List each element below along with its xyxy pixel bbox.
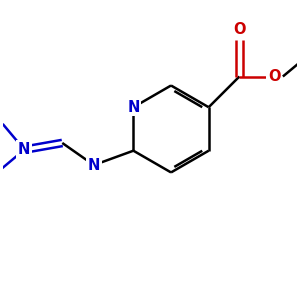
Text: N: N	[127, 100, 140, 115]
Text: O: O	[233, 22, 246, 37]
Text: N: N	[18, 142, 31, 157]
Text: N: N	[88, 158, 100, 172]
Text: O: O	[268, 69, 281, 84]
